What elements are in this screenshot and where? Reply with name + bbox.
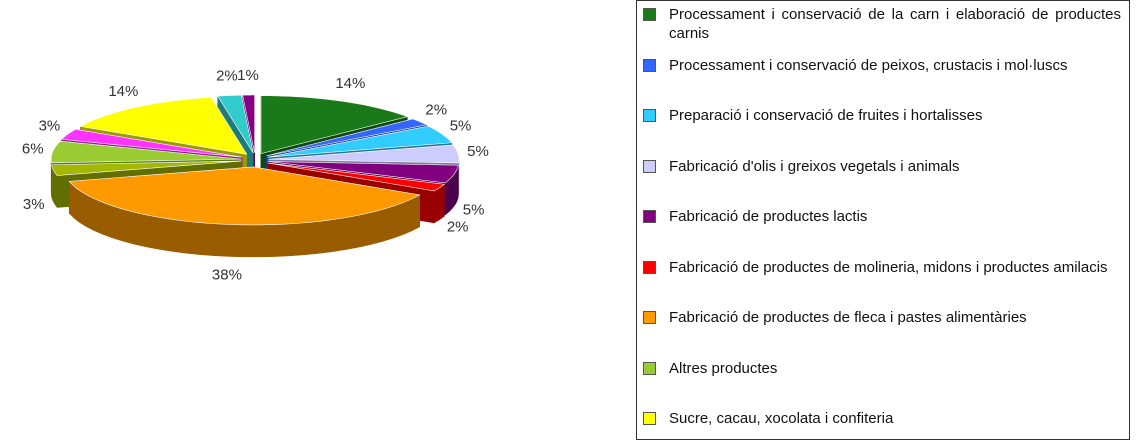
data-label: 2% [447, 219, 469, 236]
legend-swatch [643, 109, 656, 122]
data-label: 38% [212, 266, 242, 283]
legend-swatch [643, 160, 656, 173]
legend-label: Sucre, cacau, xocolata i confiteria [669, 409, 1121, 428]
data-label: 3% [39, 118, 61, 135]
legend-label: Altres productes [669, 359, 1121, 378]
legend-entry: Fabricació d'olis i greixos vegetals i a… [643, 157, 1121, 176]
data-label: 14% [108, 83, 138, 100]
legend-swatch [643, 59, 656, 72]
legend-entry: Fabricació de productes de fleca i paste… [643, 308, 1121, 327]
legend-swatch [643, 210, 656, 223]
legend-label: Fabricació de productes de fleca i paste… [669, 308, 1121, 327]
legend-entry: Processament i conservació de la carn i … [643, 5, 1121, 43]
legend-entry: Fabricació de productes de molineria, mi… [643, 258, 1121, 277]
data-label: 2% [425, 102, 447, 119]
legend-swatch [643, 311, 656, 324]
legend-label: Processament i conservació de peixos, cr… [669, 56, 1121, 75]
pie-chart: 14%2%5%5%5%2%38%3%6%3%14%2%1% [0, 0, 630, 432]
legend-label: Fabricació d'olis i greixos vegetals i a… [669, 157, 1121, 176]
legend-entry: Fabricació de productes lactis [643, 207, 1121, 226]
legend-label: Fabricació de productes lactis [669, 207, 1121, 226]
data-label: 5% [463, 201, 485, 218]
data-label: 6% [22, 140, 44, 157]
legend-entry: Altres productes [643, 359, 1121, 378]
data-label: 14% [335, 75, 365, 92]
legend-entry: Processament i conservació de peixos, cr… [643, 56, 1121, 75]
data-label: 1% [237, 67, 259, 84]
legend-label: Preparació i conservació de fruites i ho… [669, 106, 1121, 125]
data-label: 5% [450, 118, 472, 135]
legend-label: Processament i conservació de la carn i … [669, 5, 1121, 43]
legend-swatch [643, 412, 656, 425]
legend-swatch [643, 362, 656, 375]
data-label: 5% [467, 143, 489, 160]
data-label: 2% [216, 68, 238, 85]
legend-entry: Preparació i conservació de fruites i ho… [643, 106, 1121, 125]
legend-entry: Sucre, cacau, xocolata i confiteria [643, 409, 1121, 428]
data-label: 3% [23, 196, 45, 213]
legend-swatch [643, 261, 656, 274]
legend: Processament i conservació de la carn i … [636, 0, 1130, 440]
legend-label: Fabricació de productes de molineria, mi… [669, 258, 1121, 277]
legend-swatch [643, 8, 656, 21]
